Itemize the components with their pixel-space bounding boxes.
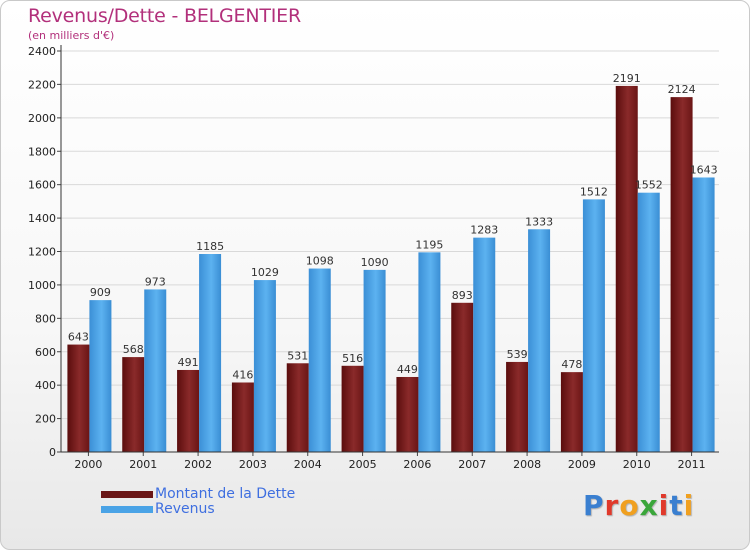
bar-dette <box>231 382 254 452</box>
bar-dette <box>670 97 693 453</box>
bar-dette <box>615 85 638 453</box>
bar-revenus <box>308 268 331 452</box>
y-tick-label: 1200 <box>28 246 56 259</box>
bar-revenus <box>637 192 660 453</box>
brand-letter: i <box>658 489 670 522</box>
legend-swatch-dette <box>101 491 153 498</box>
brand-logo: Proxiti <box>583 489 694 522</box>
value-label-dette: 416 <box>232 368 253 381</box>
value-label-dette: 478 <box>561 358 582 371</box>
bar-dette <box>177 369 200 452</box>
legend-item-dette: Montant de la Dette <box>101 487 295 502</box>
x-tick-label: 2000 <box>74 458 102 471</box>
value-label-revenus: 1185 <box>196 240 224 253</box>
x-tick-label: 2009 <box>568 458 596 471</box>
bar-dette <box>506 361 529 452</box>
brand-letter: o <box>619 489 640 522</box>
y-tick-label: 2400 <box>28 45 56 58</box>
value-label-revenus: 1512 <box>580 185 608 198</box>
brand-letter: P <box>583 489 605 522</box>
y-tick-label: 2000 <box>28 112 56 125</box>
bar-revenus <box>363 269 386 452</box>
brand-letter: t <box>669 489 684 522</box>
value-label-dette: 516 <box>342 352 363 365</box>
y-tick-label: 200 <box>35 413 56 426</box>
y-tick-label: 1600 <box>28 179 56 192</box>
axes: 0 200 400 600 800 1000 1200 1400 1600 1800 2000 220… <box>28 45 719 471</box>
bar-revenus <box>528 229 551 452</box>
y-tick-label: 1800 <box>28 145 56 158</box>
bars <box>67 85 715 453</box>
value-label-dette: 2124 <box>668 83 696 96</box>
y-tick-label: 2200 <box>28 78 56 91</box>
bar-revenus <box>253 280 276 452</box>
bar-dette <box>396 376 419 452</box>
y-tick-label: 1000 <box>28 279 56 292</box>
value-label-revenus: 1283 <box>470 224 498 237</box>
legend-label-dette: Montant de la Dette <box>155 486 296 502</box>
bar-dette <box>341 365 364 452</box>
x-tick-label: 2003 <box>239 458 267 471</box>
bar-dette <box>451 302 474 452</box>
value-label-revenus: 909 <box>90 286 111 299</box>
value-label-revenus: 1333 <box>525 215 553 228</box>
legend-label-revenus: Revenus <box>155 501 215 517</box>
grid-lines <box>61 50 719 453</box>
y-tick-label: 600 <box>35 346 56 359</box>
y-tick-label: 400 <box>35 379 56 392</box>
value-label-revenus: 1090 <box>361 256 389 269</box>
brand-letter: r <box>604 489 620 522</box>
value-label-dette: 491 <box>178 356 199 369</box>
chart-subtitle: (en milliers d'€) <box>28 29 115 42</box>
x-tick-label: 2004 <box>294 458 322 471</box>
x-tick-label: 2006 <box>403 458 431 471</box>
value-label-revenus: 1643 <box>690 163 718 176</box>
bar-dette <box>122 357 145 452</box>
legend-item-revenus: Revenus <box>101 502 295 517</box>
x-tick-label: 2002 <box>184 458 212 471</box>
value-label-dette: 531 <box>287 349 308 362</box>
value-label-revenus: 973 <box>145 275 166 288</box>
value-label-revenus: 1195 <box>415 238 443 251</box>
x-tick-label: 2010 <box>623 458 651 471</box>
bar-revenus <box>582 199 605 452</box>
x-tick-label: 2011 <box>678 458 706 471</box>
bar-revenus <box>692 177 715 452</box>
value-label-dette: 2191 <box>613 72 641 85</box>
brand-letter: i <box>683 489 695 522</box>
value-label-dette: 643 <box>68 331 89 344</box>
value-label-dette: 568 <box>123 343 144 356</box>
x-tick-label: 2008 <box>513 458 541 471</box>
bar-dette <box>286 363 309 452</box>
brand-letter: x <box>639 489 659 522</box>
bar-revenus <box>89 300 112 452</box>
bar-revenus <box>144 289 167 452</box>
value-label-dette: 449 <box>397 363 418 376</box>
bar-dette <box>560 372 583 452</box>
value-label-dette: 893 <box>452 289 473 302</box>
bar-revenus <box>418 252 441 452</box>
x-tick-label: 2001 <box>129 458 157 471</box>
bar-revenus <box>199 254 222 452</box>
y-tick-label: 1400 <box>28 212 56 225</box>
x-tick-label: 2007 <box>458 458 486 471</box>
value-label-revenus: 1098 <box>306 255 334 268</box>
bar-revenus <box>473 237 496 452</box>
legend: Montant de la Dette Revenus <box>101 487 295 517</box>
value-label-revenus: 1029 <box>251 266 279 279</box>
y-tick-label: 0 <box>49 446 56 459</box>
bar-dette <box>67 344 90 452</box>
x-tick-label: 2005 <box>349 458 377 471</box>
value-label-dette: 539 <box>507 348 528 361</box>
value-label-revenus: 1552 <box>635 179 663 192</box>
value-labels: 643 909 568 973 491 1185 416 1029 531 1098 516 1090… <box>68 72 718 382</box>
y-tick-label: 800 <box>35 312 56 325</box>
chart-title: Revenus/Dette - BELGENTIER <box>28 5 301 27</box>
legend-swatch-revenus <box>101 506 153 513</box>
